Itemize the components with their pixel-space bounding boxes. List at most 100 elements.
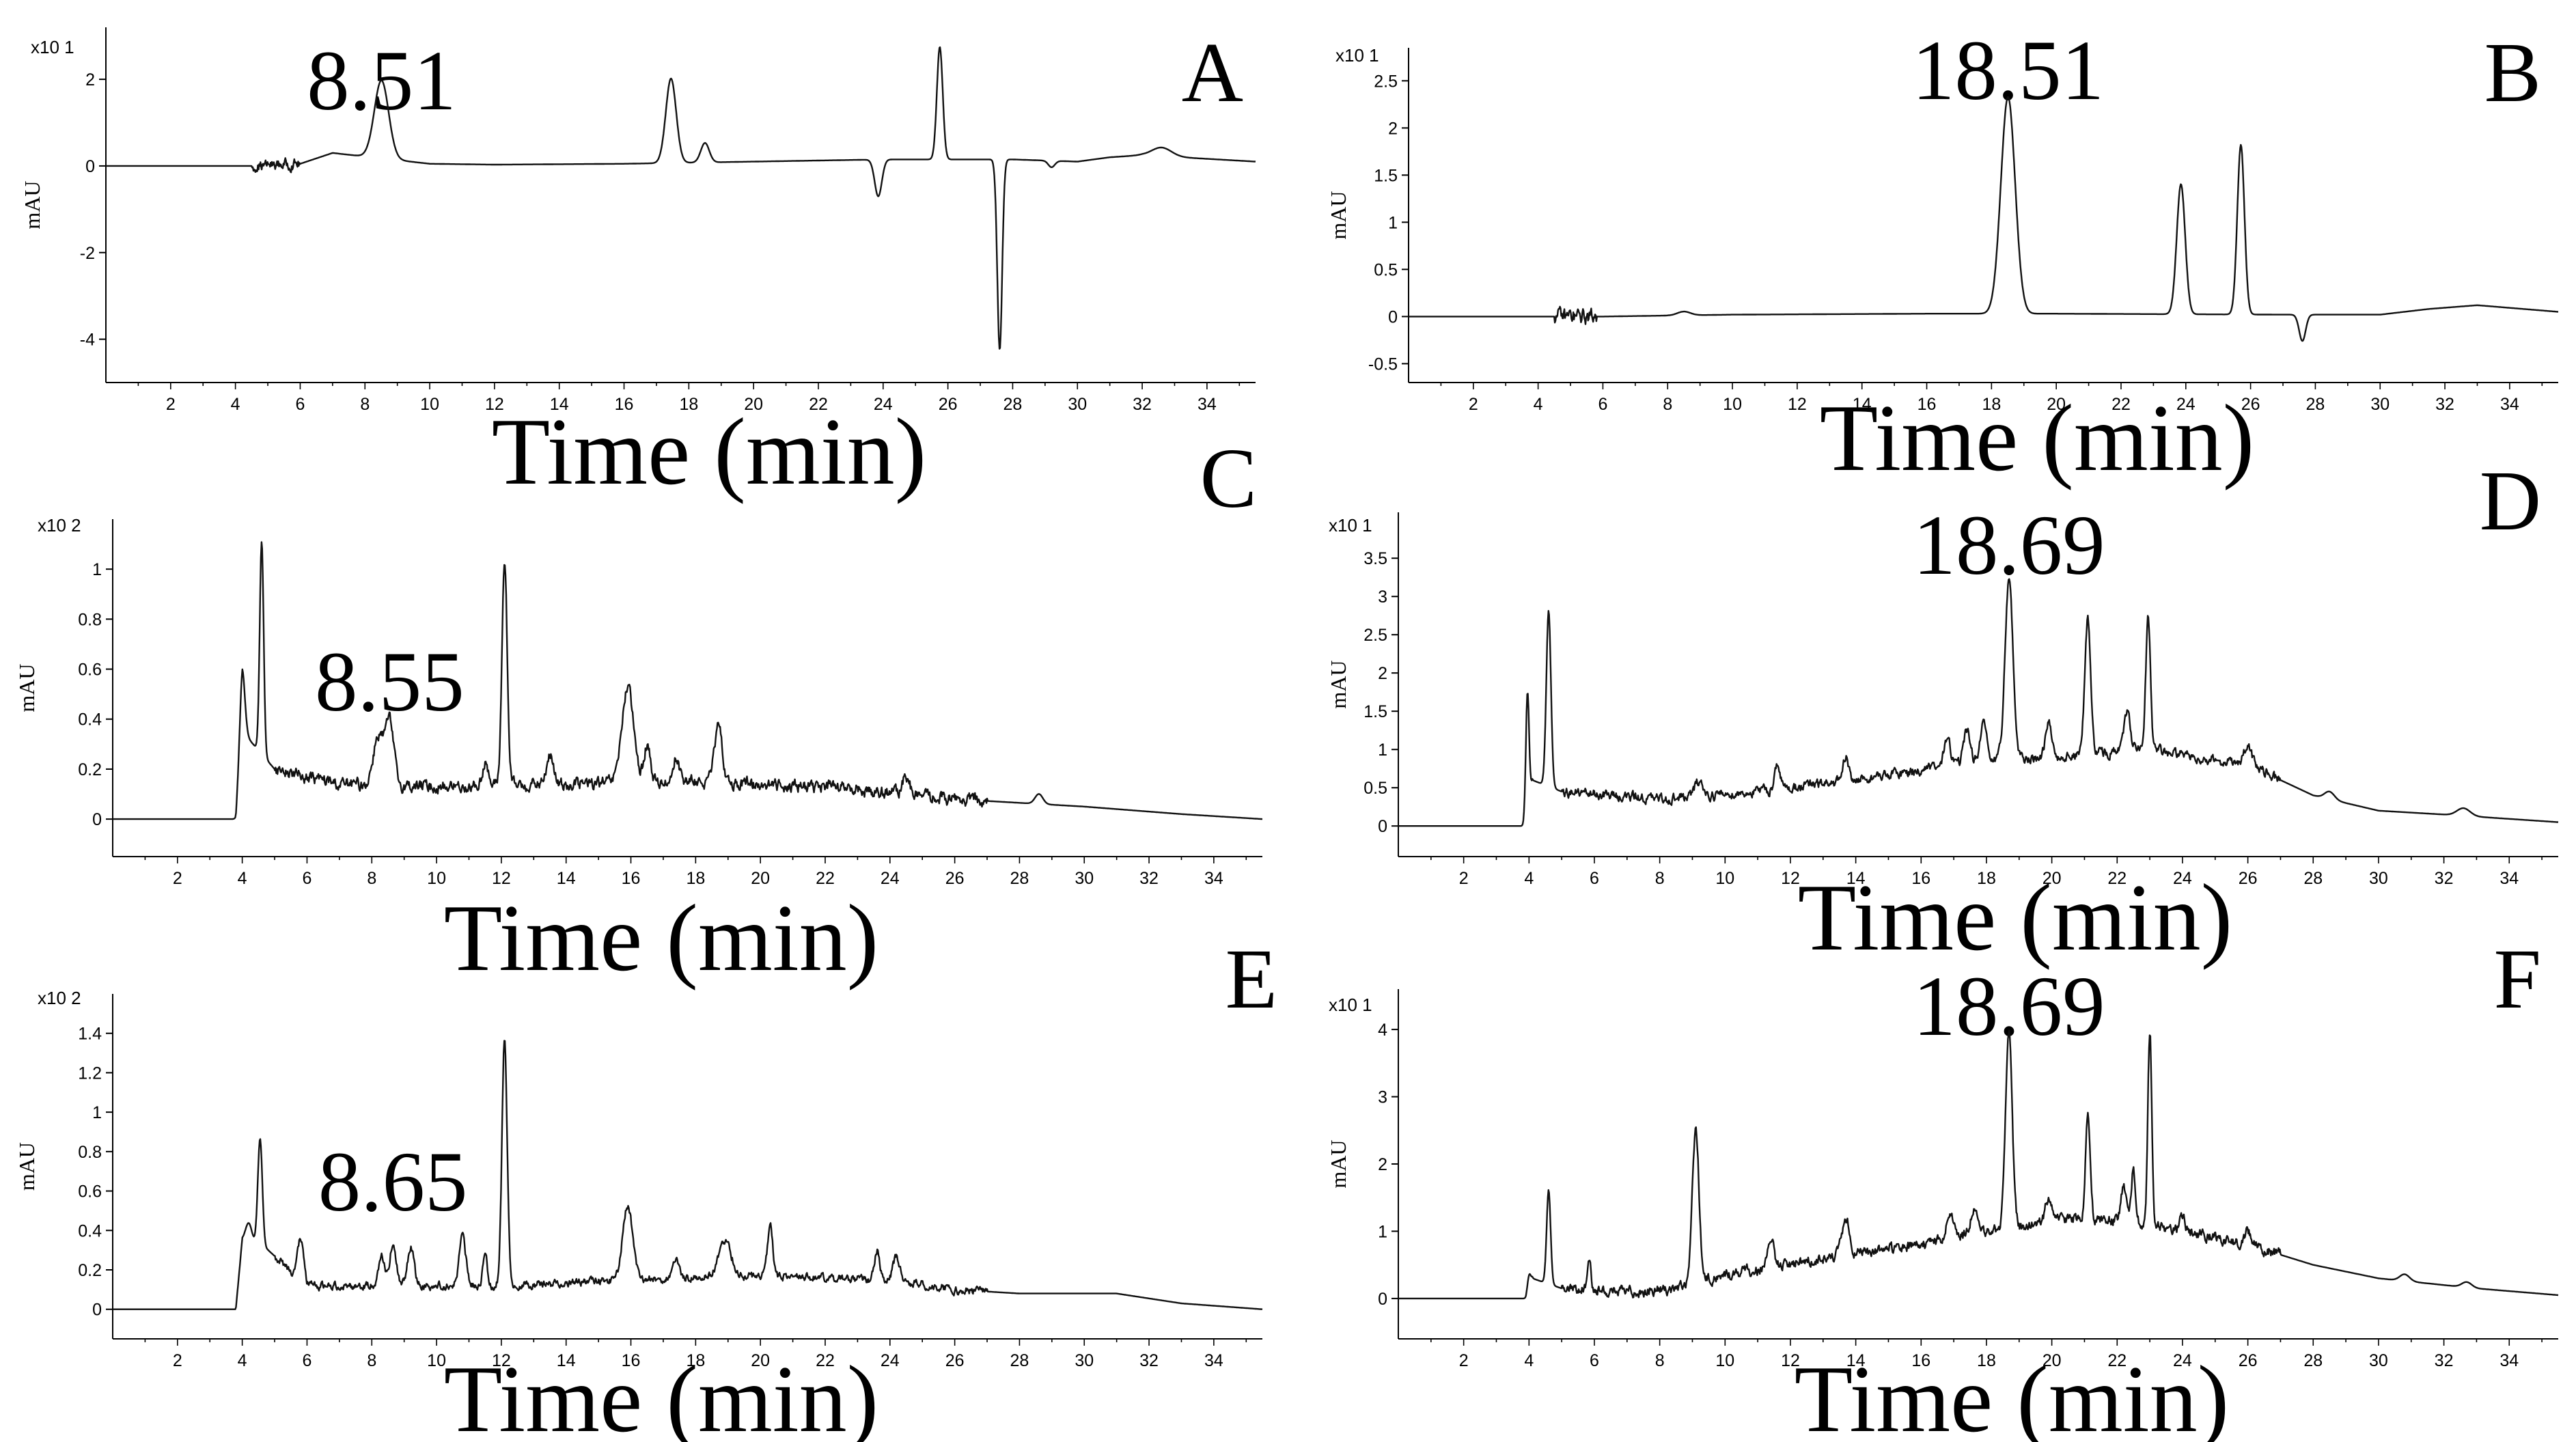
x-tick-label: 4 [1534,395,1543,414]
panel-letter: D [2480,454,2541,549]
y-multiplier-label: x10 1 [1335,45,1379,66]
y-multiplier-label: x10 1 [1329,515,1372,536]
x-tick-label: 10 [1723,395,1742,414]
x-axis-label: Time (min) [1798,865,2233,971]
x-tick-label: 30 [1068,395,1087,414]
x-tick-label: 2 [173,869,182,888]
x-tick-label: 10 [1715,1351,1734,1370]
x-tick-label: 12 [1781,1351,1800,1370]
x-tick-label: 8 [367,1351,376,1370]
panel-letter: B [2484,26,2541,120]
x-tick-label: 14 [1846,869,1866,888]
x-tick-label: 32 [1133,395,1152,414]
chromatogram-trace [1398,578,2559,827]
x-tick-label: 2 [1469,395,1478,414]
y-tick-label: 1.5 [1374,166,1398,185]
x-tick-label: 10 [427,869,446,888]
x-tick-label: 18 [686,1351,705,1370]
y-tick-label: 2.5 [1374,72,1398,91]
x-tick-label: 16 [1911,1351,1930,1370]
x-tick-label: 4 [231,395,240,414]
x-tick-label: 24 [2173,1351,2192,1370]
x-tick-label: 22 [2111,395,2131,414]
y-tick-label: 0 [92,810,102,829]
y-tick-label: 0 [85,157,95,176]
x-tick-label: 28 [2306,395,2325,414]
x-tick-label: 28 [1003,395,1023,414]
x-tick-label: 14 [557,1351,576,1370]
y-multiplier-label: x10 1 [1329,995,1372,1015]
x-tick-label: 8 [360,395,370,414]
x-tick-label: 16 [622,869,641,888]
y-tick-label: 0.2 [78,760,102,779]
y-tick-label: 2.5 [1363,626,1387,645]
x-tick-label: 2 [166,395,176,414]
x-tick-label: 28 [2303,869,2323,888]
x-tick-label: 24 [881,1351,900,1370]
y-axis-label: mAU [20,180,44,229]
chromatogram-trace [105,46,1256,350]
x-tick-label: 8 [367,869,376,888]
x-tick-label: 30 [1075,869,1094,888]
x-tick-label: 20 [751,1351,770,1370]
x-axis-label: Time (min) [444,885,879,991]
x-tick-label: 20 [2042,1351,2062,1370]
panel-letter: E [1225,932,1277,1027]
y-tick-label: 0.6 [78,661,102,680]
x-tick-label: 22 [816,869,835,888]
y-axis-label: mAU [1326,660,1351,708]
x-tick-label: 24 [881,869,900,888]
x-tick-label: 16 [1911,869,1930,888]
y-tick-label: 0 [92,1301,102,1320]
chromatogram-trace [112,1040,1263,1310]
x-tick-label: 34 [1204,1351,1223,1370]
y-tick-label: 1.5 [1363,702,1387,721]
x-tick-label: 32 [2435,869,2454,888]
y-tick-label: 1 [1378,740,1387,760]
x-tick-label: 32 [1139,1351,1159,1370]
x-tick-label: 8 [1655,869,1665,888]
x-tick-label: 30 [2369,869,2388,888]
x-tick-label: 34 [1204,869,1223,888]
x-tick-label: 24 [2176,395,2196,414]
x-axis-label: Time (min) [492,399,927,505]
x-tick-label: 26 [945,1351,965,1370]
x-tick-label: 16 [615,395,634,414]
x-tick-label: 26 [2239,1351,2258,1370]
x-tick-label: 20 [744,395,763,414]
x-tick-label: 26 [2239,869,2258,888]
x-tick-label: 6 [1590,1351,1599,1370]
y-tick-label: 0 [1378,817,1387,836]
y-tick-label: 1 [1378,1222,1387,1241]
x-tick-label: 10 [427,1351,446,1370]
y-tick-label: 2 [1388,119,1398,138]
x-tick-label: 26 [2241,395,2260,414]
x-tick-label: 4 [1524,1351,1534,1370]
y-tick-label: 1 [1388,213,1398,232]
y-tick-label: 0.6 [78,1182,102,1202]
y-tick-label: 4 [1378,1021,1387,1040]
x-tick-label: 14 [1846,1351,1866,1370]
x-tick-label: 28 [1010,1351,1029,1370]
x-tick-label: 22 [2107,1351,2127,1370]
y-tick-label: -2 [80,244,95,263]
x-tick-label: 34 [2499,869,2519,888]
panel-c: 00.20.40.60.812 4 6 8 10 12 14 16 18 20 22 24 26 28 30… [14,432,1263,991]
y-tick-label: 0.4 [78,1221,102,1240]
x-tick-label: 6 [302,869,311,888]
y-tick-label: 3 [1378,587,1387,607]
x-tick-label: 20 [2042,869,2062,888]
x-tick-label: 28 [2303,1351,2323,1370]
x-tick-label: 10 [1715,869,1734,888]
x-axis-label: Time (min) [444,1346,879,1442]
y-axis-label: mAU [1326,191,1351,239]
x-tick-label: 6 [1590,869,1599,888]
x-tick-label: 20 [2047,395,2066,414]
x-tick-label: 12 [485,395,504,414]
y-axis-label: mAU [1326,1139,1351,1188]
y-multiplier-label: x10 2 [38,988,81,1008]
x-tick-label: 14 [557,869,576,888]
x-tick-label: 4 [1524,869,1534,888]
